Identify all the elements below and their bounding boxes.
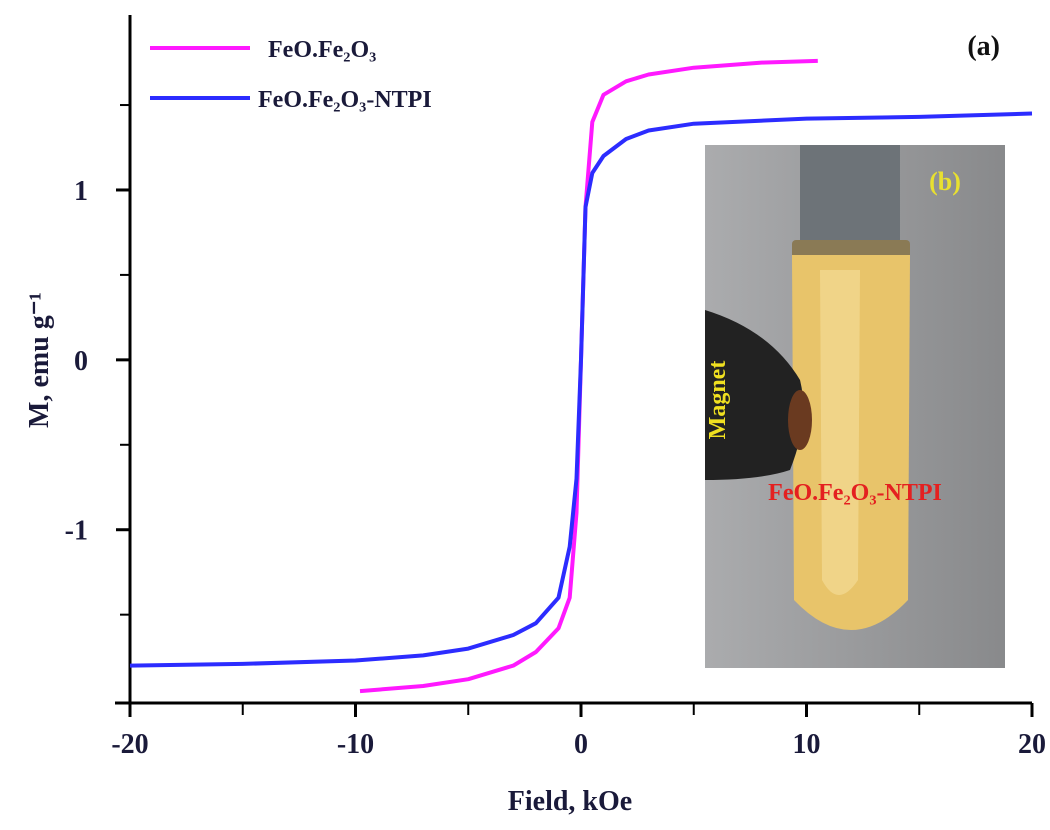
annotation: (b) xyxy=(929,167,961,196)
annotation: Magnet xyxy=(705,361,731,440)
annotation: FeO.Fe₂O₃-NTPI xyxy=(768,480,942,506)
legend-label: FeO.Fe₂O₃-NTPI xyxy=(258,87,432,113)
x-tick-label: 20 xyxy=(1018,729,1046,760)
x-axis-label: Field, kOe xyxy=(508,786,632,817)
x-tick-label: -10 xyxy=(337,729,374,760)
y-tick-label: -1 xyxy=(65,516,88,547)
annotation: (a) xyxy=(967,31,1000,62)
legend-label: FeO.Fe₂O₃ xyxy=(268,37,376,63)
y-tick-label: 1 xyxy=(74,176,88,207)
y-axis-label: M, emu g⁻¹ xyxy=(24,292,55,428)
x-tick-label: -20 xyxy=(111,729,148,760)
inset-photo xyxy=(705,145,1005,668)
x-tick-label: 10 xyxy=(793,729,821,760)
chart: Field, kOe M, emu g⁻¹ (a) (b) Magnet FeO… xyxy=(0,0,1050,825)
x-tick-label: 0 xyxy=(574,729,588,760)
y-tick-label: 0 xyxy=(74,346,88,377)
